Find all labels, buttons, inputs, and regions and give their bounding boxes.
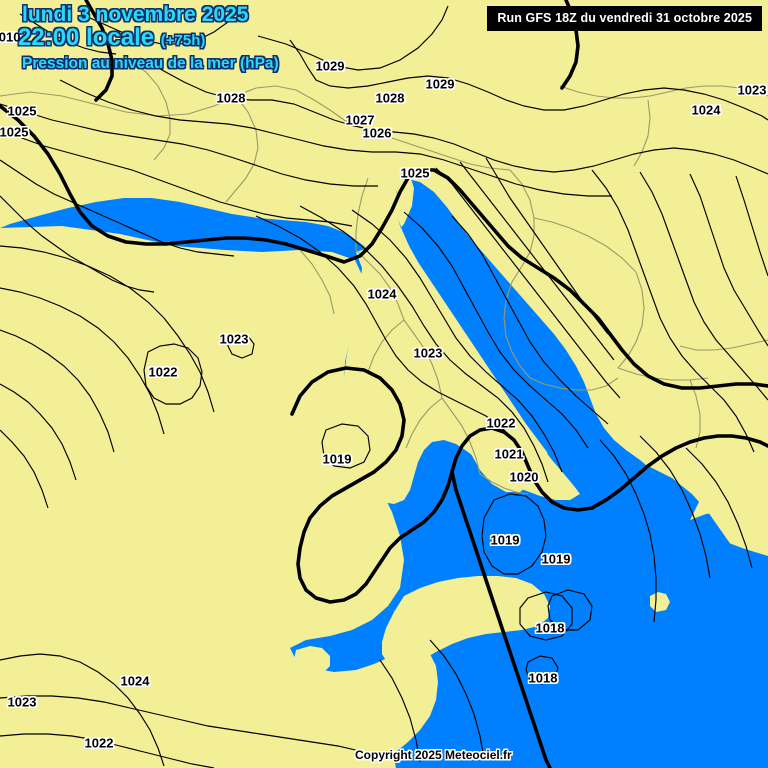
isobar-label: 1027: [345, 112, 375, 128]
model-run-text: Run GFS 18Z du vendredi 31 octobre 2025: [497, 11, 752, 25]
isobar-label: 1028: [216, 90, 246, 106]
isobar-label: 1019: [490, 532, 520, 548]
isobar-label: 1023: [7, 694, 37, 710]
isobar-label: 1025: [400, 165, 430, 181]
isobar-label: 1024: [367, 286, 397, 302]
isobar-label: 1024: [691, 102, 721, 118]
isobar-label: 1022: [486, 415, 516, 431]
isobar-label: 1022: [148, 364, 178, 380]
isobar-label: 1029: [315, 58, 345, 74]
land-masses: [0, 170, 768, 768]
isobar-label: 1018: [528, 670, 558, 686]
isobar-label: 1024: [120, 673, 150, 689]
sea-adriatic: [396, 178, 668, 530]
isobar-label: 1018: [535, 620, 565, 636]
valid-date-text: lundi 3 novembre 2025: [22, 3, 249, 26]
land-north-africa: [0, 634, 396, 768]
land-corsica: [214, 320, 248, 358]
land-sicily: [382, 576, 550, 668]
lead-time-value: (+75h): [160, 32, 206, 50]
valid-time-text: 22:00 locale (+75h): [17, 24, 279, 52]
isobar-label: 1023: [219, 331, 249, 347]
model-run-banner: Run GFS 18Z du vendredi 31 octobre 2025: [487, 6, 762, 31]
valid-time-value: 22:00 locale: [17, 24, 155, 52]
isobar-label: 1026: [362, 125, 392, 141]
isobar-label: 1020: [509, 469, 539, 485]
isobar-label: 1023: [737, 82, 767, 98]
land-tunisia-cape: [294, 646, 330, 676]
isobar-label: 1019: [541, 551, 571, 567]
isobar-label: 1029: [425, 76, 455, 92]
land-greece: [690, 492, 768, 546]
isobar-label: 1023: [413, 345, 443, 361]
isobar-label: 1022: [84, 735, 114, 751]
sea-ionian: [420, 460, 768, 768]
isobar-label: 1028: [375, 90, 405, 106]
land-balkans: [434, 170, 768, 502]
copyright-text: Copyright 2025 Meteociel.fr: [355, 748, 512, 762]
forecast-title-block: lundi 3 novembre 2025 22:00 locale (+75h…: [8, 3, 280, 72]
isobar-label: 1019: [322, 451, 352, 467]
isobar-label: 1025: [7, 103, 37, 119]
parameter-label: Pression au niveau de la mer (hPa): [22, 54, 280, 72]
land-sardinia: [186, 360, 250, 488]
isobar-label: 1021: [494, 446, 524, 462]
isobar-label: 1025: [0, 124, 29, 140]
